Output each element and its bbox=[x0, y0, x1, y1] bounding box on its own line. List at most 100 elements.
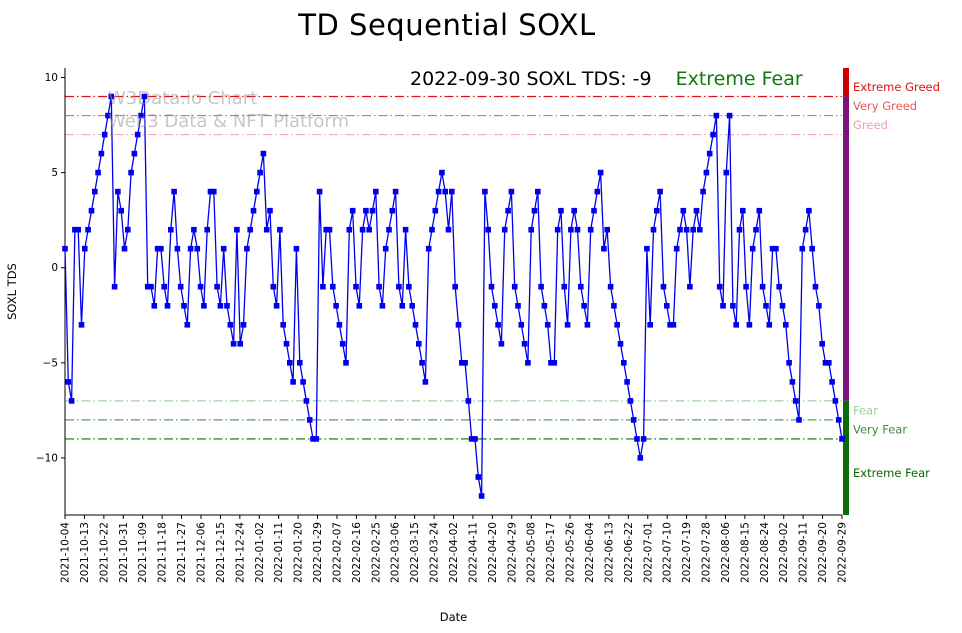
tds-marker bbox=[482, 188, 488, 195]
colorbar-segment-1 bbox=[843, 96, 849, 401]
x-tick-label: 2022-07-01 bbox=[642, 522, 654, 583]
tds-marker bbox=[614, 322, 620, 328]
y-tick-label: 10 bbox=[45, 72, 58, 84]
tds-marker bbox=[392, 188, 399, 195]
tds-marker bbox=[399, 303, 406, 309]
tds-marker bbox=[181, 303, 187, 309]
tds-marker bbox=[237, 341, 243, 347]
tds-marker bbox=[220, 245, 227, 252]
tds-marker bbox=[283, 341, 290, 347]
tds-marker bbox=[376, 283, 382, 290]
tds-marker bbox=[832, 398, 839, 404]
tds-marker bbox=[753, 226, 759, 233]
x-tick-label: 2022-06-13 bbox=[603, 522, 615, 583]
tds-marker bbox=[472, 436, 478, 442]
tds-marker bbox=[287, 360, 293, 366]
tds-marker bbox=[816, 303, 822, 309]
tds-marker bbox=[65, 379, 72, 385]
tds-marker bbox=[257, 169, 263, 176]
tds-marker bbox=[168, 226, 174, 233]
tds-marker bbox=[68, 398, 75, 404]
tds-marker bbox=[501, 226, 508, 233]
x-tick-label: 2022-08-24 bbox=[759, 522, 771, 583]
tds-marker bbox=[746, 322, 753, 328]
tds-marker bbox=[779, 303, 786, 309]
tds-marker bbox=[693, 207, 700, 214]
tds-marker bbox=[293, 245, 300, 252]
tds-marker bbox=[191, 226, 197, 233]
tds-marker bbox=[591, 207, 597, 214]
tds-marker bbox=[409, 303, 415, 309]
tds-marker bbox=[521, 341, 528, 347]
y-tick-label: −5 bbox=[43, 357, 58, 369]
tds-marker bbox=[763, 303, 769, 309]
x-tick-label: 2021-10-31 bbox=[118, 522, 130, 583]
tds-marker bbox=[95, 169, 101, 176]
tds-marker bbox=[740, 207, 746, 214]
tds-marker bbox=[594, 188, 601, 195]
x-tick-label: 2022-09-02 bbox=[778, 522, 790, 583]
x-tick-label: 2022-01-29 bbox=[312, 522, 324, 583]
tds-marker bbox=[700, 188, 706, 195]
tds-marker bbox=[207, 188, 214, 195]
tds-marker bbox=[273, 303, 280, 309]
tds-marker bbox=[835, 417, 842, 423]
zone-label-very-greed: Very Greed bbox=[853, 99, 917, 113]
tds-marker bbox=[442, 188, 448, 195]
tds-marker bbox=[796, 417, 802, 423]
tds-marker bbox=[647, 322, 653, 328]
tds-marker bbox=[564, 322, 571, 328]
tds-marker bbox=[306, 417, 313, 423]
tds-marker bbox=[290, 379, 296, 385]
x-tick-label: 2022-07-19 bbox=[681, 522, 693, 583]
tds-marker bbox=[320, 283, 326, 290]
tds-marker bbox=[303, 398, 310, 404]
x-tick-label: 2021-10-22 bbox=[98, 522, 110, 583]
tds-marker bbox=[664, 303, 670, 309]
x-tick-label: 2022-06-22 bbox=[623, 522, 635, 583]
x-tick-label: 2022-05-17 bbox=[545, 522, 557, 583]
watermark-line1: W3Data.io Chart bbox=[108, 88, 258, 109]
tds-marker bbox=[121, 245, 128, 252]
tds-marker bbox=[75, 226, 81, 233]
tds-marker bbox=[230, 341, 237, 347]
tds-marker bbox=[736, 226, 743, 233]
x-tick-label: 2022-04-20 bbox=[487, 522, 499, 583]
tds-marker bbox=[673, 245, 680, 252]
tds-marker bbox=[260, 150, 267, 157]
colorbar-segment-0 bbox=[843, 68, 849, 97]
tds-marker bbox=[85, 226, 91, 233]
annotation-sentiment: Extreme Fear bbox=[675, 68, 803, 90]
y-tick-label: 5 bbox=[51, 167, 58, 179]
tds-marker bbox=[425, 245, 432, 252]
tds-marker bbox=[254, 188, 260, 195]
x-tick-label: 2022-09-29 bbox=[837, 522, 849, 583]
x-tick-label: 2022-05-26 bbox=[565, 522, 577, 583]
tds-marker bbox=[386, 226, 392, 233]
tds-marker bbox=[766, 322, 773, 328]
tds-marker bbox=[812, 283, 819, 290]
tds-marker bbox=[730, 303, 736, 309]
tds-marker bbox=[548, 360, 554, 366]
tds-marker bbox=[72, 226, 78, 233]
tds-marker bbox=[697, 226, 703, 233]
tds-marker bbox=[558, 207, 564, 214]
tds-marker bbox=[601, 245, 607, 252]
tds-marker bbox=[323, 226, 329, 233]
tds-marker bbox=[115, 188, 121, 195]
zone-label-extreme-fear: Extreme Fear bbox=[853, 466, 930, 480]
tds-marker bbox=[224, 303, 230, 309]
tds-marker bbox=[634, 436, 640, 442]
tds-marker bbox=[621, 360, 627, 366]
tds-marker bbox=[554, 226, 561, 233]
tds-marker bbox=[422, 379, 429, 385]
tds-marker bbox=[82, 245, 88, 252]
x-tick-label: 2022-02-25 bbox=[370, 522, 382, 583]
tds-marker bbox=[429, 226, 435, 233]
tds-marker bbox=[197, 283, 204, 290]
tds-marker bbox=[396, 283, 402, 290]
x-tick-label: 2022-01-20 bbox=[293, 522, 305, 583]
tds-marker bbox=[105, 112, 111, 119]
